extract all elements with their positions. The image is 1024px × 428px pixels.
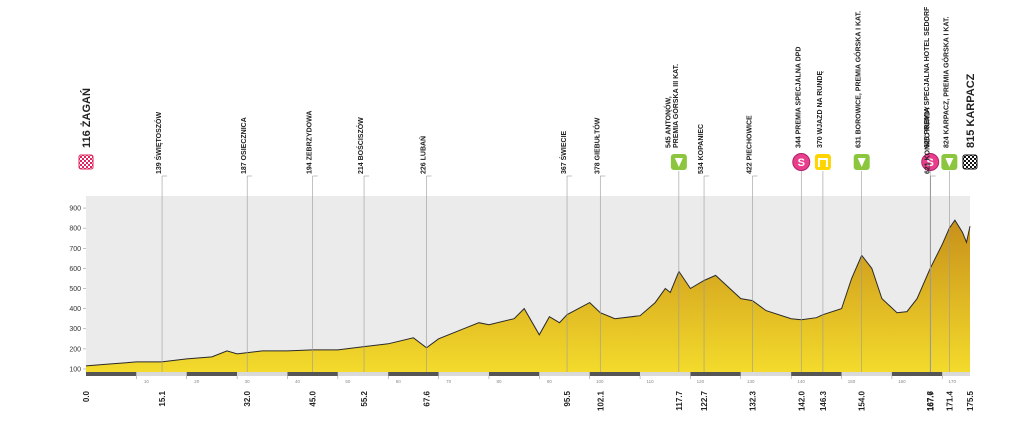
waypoint-label: 226 LUBAŃ xyxy=(419,136,428,174)
x-tick-label: 20 xyxy=(194,379,200,384)
km-label: 167.6 xyxy=(926,390,935,411)
waypoint-label: 621 KONIEC RUNDY xyxy=(925,106,932,174)
x-tick-label: 160 xyxy=(898,379,906,384)
axis-band xyxy=(488,372,540,376)
x-tick-label: 50 xyxy=(345,379,351,384)
km-label: 67.6 xyxy=(423,390,432,406)
x-tick-label: 130 xyxy=(747,379,755,384)
y-tick-label: 500 xyxy=(69,286,81,293)
sprint-icon-text: S xyxy=(798,157,805,169)
kom-icon-mark xyxy=(945,158,954,167)
x-tick-label: 80 xyxy=(496,379,502,384)
x-tick-label: 60 xyxy=(396,379,402,384)
axis-band xyxy=(438,372,489,376)
axis-band xyxy=(287,372,338,376)
waypoint-label: 214 BOŚCISZÓW xyxy=(356,117,365,174)
axis-band xyxy=(942,372,970,376)
waypoint-label: 534 KOPANIEC xyxy=(698,124,705,174)
waypoint-label: 625 PREMIA SPECJALNA HOTEL SEDORF xyxy=(924,6,931,148)
km-label: 95.5 xyxy=(563,390,572,406)
km-label: 142.0 xyxy=(797,390,806,411)
axis-band xyxy=(841,372,892,376)
y-tick-label: 300 xyxy=(69,326,81,333)
km-label: 15.1 xyxy=(158,390,167,406)
y-tick-label: 100 xyxy=(69,366,81,373)
flag-icon xyxy=(78,154,94,170)
km-label: 122.7 xyxy=(700,390,709,411)
axis-band xyxy=(136,372,187,376)
axis-band xyxy=(690,372,741,376)
km-label: 167.7 xyxy=(927,390,936,411)
kom-icon-mark xyxy=(857,158,866,167)
km-label: 102.1 xyxy=(596,390,605,411)
y-tick-label: 900 xyxy=(69,206,81,213)
waypoint-label: PREMIA GÓRSKA III KAT. xyxy=(671,64,680,148)
x-tick-label: 120 xyxy=(697,379,705,384)
km-label: 0.0 xyxy=(82,390,91,402)
waypoint-label: 815 KARPACZ xyxy=(965,73,977,148)
x-tick-label: 170 xyxy=(949,379,957,384)
waypoint-label: 116 ŻAGAŃ xyxy=(80,88,93,148)
waypoint-label: 545 ANTONÓW, xyxy=(663,96,672,148)
waypoint-label: 824 KARPACZ, PREMIA GÓRSKA I KAT. xyxy=(941,16,950,148)
waypoint-label: 378 GIEBUŁTÓW xyxy=(592,117,601,174)
x-tick-label: 140 xyxy=(797,379,805,384)
x-tick-label: 110 xyxy=(646,379,654,384)
y-tick-label: 600 xyxy=(69,266,81,273)
x-tick-label: 40 xyxy=(295,379,301,384)
sprint-icon xyxy=(792,153,811,171)
km-label: 132.3 xyxy=(748,390,757,411)
waypoint-label: 422 PIECHOWICE xyxy=(746,115,753,174)
y-tick-label: 400 xyxy=(69,306,81,313)
x-tick-label: 150 xyxy=(848,379,856,384)
waypoint-label: 187 OSIECZNICA xyxy=(241,117,248,174)
y-tick-label: 200 xyxy=(69,346,81,353)
y-tick-label: 700 xyxy=(69,246,81,253)
x-tick-label: 10 xyxy=(144,379,150,384)
sprint-icon xyxy=(921,153,940,171)
axis-band xyxy=(539,372,590,376)
axis-band xyxy=(86,372,137,376)
waypoint-label: 344 PREMIA SPECJALNA DPD xyxy=(795,47,802,148)
lap-icon xyxy=(814,154,831,170)
km-label: 146.3 xyxy=(819,390,828,411)
waypoint-label: 370 WJAZD NA RUNDĘ xyxy=(817,71,824,148)
km-label: 171.4 xyxy=(945,390,954,411)
km-label: 45.0 xyxy=(309,390,318,406)
y-tick-label: 800 xyxy=(69,226,81,233)
lap-icon-mark xyxy=(817,158,828,167)
axis-band xyxy=(337,372,389,376)
x-tick-label: 30 xyxy=(245,379,251,384)
axis-band xyxy=(891,372,943,376)
km-label: 117.7 xyxy=(675,390,684,410)
kom-icon-mark xyxy=(674,158,683,167)
elevation-outline xyxy=(85,219,971,367)
x-tick-label: 90 xyxy=(547,379,553,384)
axis-band xyxy=(740,372,792,376)
km-label: 154.0 xyxy=(858,390,867,411)
km-label: 175.5 xyxy=(966,390,975,411)
axis-band xyxy=(388,372,439,376)
waypoint-label: 194 ZEBRZYDOWA xyxy=(307,111,314,174)
axis-band xyxy=(237,372,288,376)
x-tick-label: 70 xyxy=(446,379,452,384)
x-tick-label: 100 xyxy=(596,379,604,384)
axis-band xyxy=(791,372,842,376)
waypoint-label: 139 ŚWIĘTOSZÓW xyxy=(154,112,163,174)
km-label: 32.0 xyxy=(243,390,252,406)
axis-band xyxy=(640,372,691,376)
flag-icon xyxy=(962,154,978,170)
axis-band xyxy=(186,372,238,376)
km-label: 55.2 xyxy=(360,390,369,406)
waypoint-label: 367 ŚWIECIE xyxy=(559,130,568,174)
waypoint-label: 631 BOROWICE, PREMIA GÓRSKA I KAT. xyxy=(854,11,863,148)
axis-band xyxy=(589,372,641,376)
sprint-icon-text: S xyxy=(927,157,934,169)
elevation-area xyxy=(86,220,970,375)
